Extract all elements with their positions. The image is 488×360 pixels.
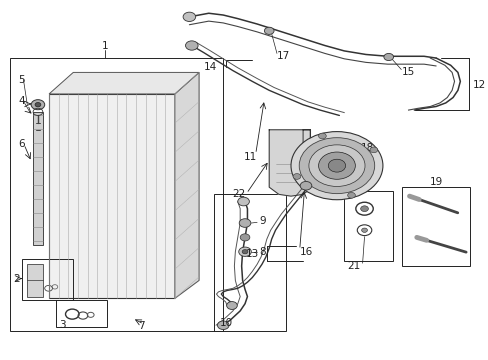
Circle shape: [35, 103, 41, 107]
Circle shape: [183, 12, 195, 22]
Circle shape: [264, 27, 273, 35]
Text: 10: 10: [220, 319, 233, 328]
Circle shape: [242, 249, 247, 254]
Polygon shape: [175, 72, 199, 298]
Text: 19: 19: [428, 177, 442, 187]
Text: 7: 7: [138, 321, 145, 331]
Text: 18: 18: [361, 143, 374, 153]
Text: 1: 1: [101, 41, 108, 50]
Text: 21: 21: [346, 261, 360, 271]
Circle shape: [308, 145, 364, 186]
Text: 17: 17: [276, 51, 289, 61]
Circle shape: [292, 174, 300, 179]
Text: 5: 5: [18, 75, 25, 85]
Text: 9: 9: [259, 216, 265, 226]
Circle shape: [31, 100, 44, 110]
Circle shape: [360, 206, 367, 212]
Polygon shape: [49, 72, 199, 94]
Circle shape: [226, 302, 237, 310]
Circle shape: [383, 53, 393, 60]
Circle shape: [347, 193, 355, 198]
Bar: [402, 187, 469, 266]
Text: 13: 13: [246, 248, 259, 258]
Circle shape: [299, 138, 374, 194]
Bar: [56, 300, 107, 327]
Circle shape: [239, 219, 250, 227]
Polygon shape: [175, 72, 199, 298]
Text: 15: 15: [402, 67, 415, 77]
Bar: [10, 58, 223, 330]
Text: 11: 11: [244, 152, 257, 162]
Text: 4: 4: [18, 96, 25, 106]
Circle shape: [237, 197, 249, 206]
Circle shape: [327, 159, 345, 172]
Circle shape: [318, 133, 325, 139]
Bar: [33, 112, 43, 244]
Text: 8: 8: [259, 247, 265, 257]
Text: 14: 14: [204, 62, 217, 72]
Circle shape: [369, 147, 377, 153]
Bar: [49, 94, 175, 298]
Bar: [22, 259, 73, 300]
Text: 6: 6: [18, 139, 25, 149]
Bar: [344, 191, 392, 261]
Text: 3: 3: [59, 320, 66, 329]
Circle shape: [217, 321, 228, 329]
Circle shape: [361, 228, 366, 232]
Circle shape: [300, 181, 311, 190]
Polygon shape: [269, 130, 310, 196]
Circle shape: [238, 247, 251, 256]
Circle shape: [185, 41, 198, 50]
Bar: [213, 194, 285, 330]
Text: 20: 20: [344, 179, 357, 189]
Bar: [27, 264, 43, 297]
Circle shape: [290, 132, 382, 200]
Circle shape: [318, 152, 355, 179]
Circle shape: [240, 234, 249, 241]
Text: 2: 2: [13, 274, 20, 284]
Text: 22: 22: [231, 189, 244, 199]
Text: 16: 16: [299, 247, 312, 257]
Text: 12: 12: [471, 80, 485, 90]
